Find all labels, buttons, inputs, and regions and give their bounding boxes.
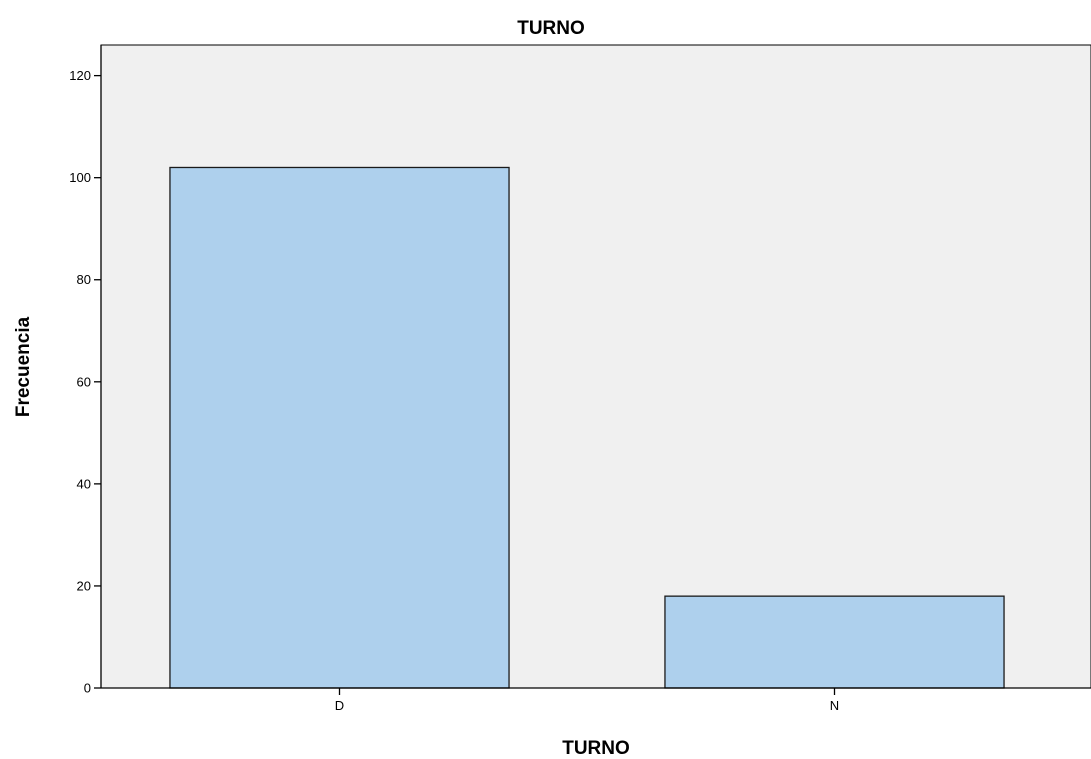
bars-group <box>169 166 1005 689</box>
y-tick-label: 120 <box>69 68 91 83</box>
y-tick-label: 60 <box>77 374 91 389</box>
y-tick-label: 100 <box>69 170 91 185</box>
bar-N <box>664 595 1005 689</box>
x-axis-title: TURNO <box>562 738 630 759</box>
y-tick-label: 80 <box>77 272 91 287</box>
bar-D <box>169 166 510 689</box>
chart-title: TURNO <box>517 18 585 39</box>
y-axis-title: Frecuencia <box>13 316 34 417</box>
x-tick-label: N <box>830 698 839 713</box>
y-tick-label: 20 <box>77 578 91 593</box>
y-tick-label: 40 <box>77 476 91 491</box>
x-tick-label: D <box>335 698 344 713</box>
y-axis-ticks: 0 20 40 60 80 100 120 <box>69 68 101 696</box>
y-tick-label: 0 <box>84 681 91 696</box>
